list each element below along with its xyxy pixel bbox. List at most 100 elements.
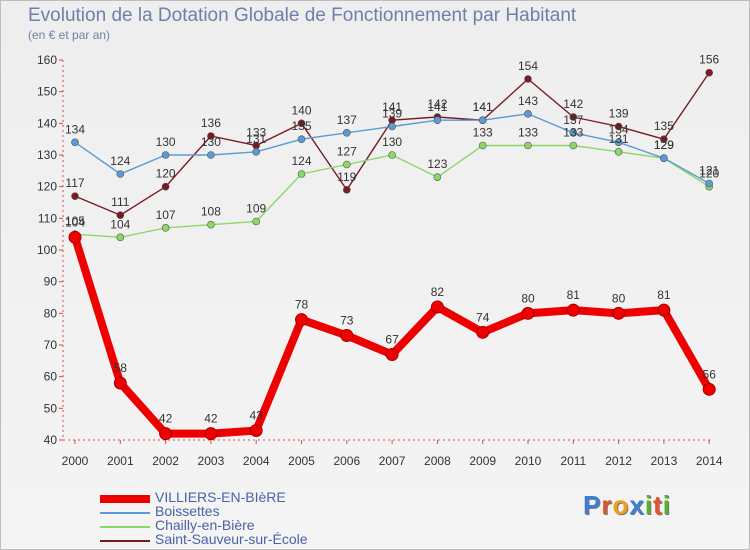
x-tick-label: 2003 [198, 454, 225, 468]
data-point [71, 192, 79, 200]
data-point [524, 75, 532, 83]
data-label: 139 [609, 107, 629, 121]
x-tick-label: 2014 [696, 454, 723, 468]
data-label: 104 [110, 217, 130, 231]
y-tick-label: 140 [37, 116, 57, 130]
data-point [252, 217, 261, 226]
x-tick-label: 2001 [107, 454, 134, 468]
data-point [342, 186, 351, 194]
series-3 [71, 68, 714, 219]
data-label: 130 [382, 135, 402, 149]
data-label: 130 [201, 135, 221, 149]
x-tick-label: 2000 [62, 454, 89, 468]
data-label: 133 [518, 126, 538, 140]
data-point [113, 376, 127, 390]
data-point [161, 224, 170, 232]
data-point [478, 141, 487, 150]
x-tick-label: 2010 [515, 454, 542, 468]
data-label: 135 [291, 119, 311, 133]
data-point [657, 303, 671, 317]
legend-swatch [100, 540, 150, 542]
y-tick-label: 50 [44, 401, 58, 415]
data-label: 120 [699, 167, 719, 181]
data-label: 80 [612, 291, 626, 305]
data-point [68, 230, 82, 244]
legend-swatch [100, 495, 150, 503]
data-label: 56 [703, 367, 717, 381]
data-label: 81 [567, 288, 581, 302]
data-point [342, 160, 351, 169]
data-label: 137 [563, 113, 583, 127]
data-label: 142 [563, 97, 583, 111]
data-label: 67 [385, 333, 399, 347]
data-point [614, 122, 623, 131]
x-tick-label: 2011 [560, 454, 586, 468]
y-tick-label: 90 [44, 275, 58, 289]
proxiti-logo: Proxiti [583, 490, 671, 521]
data-point [71, 138, 79, 147]
data-point [342, 129, 351, 137]
chart-title: Evolution de la Dotation Globale de Fonc… [28, 5, 577, 26]
data-label: 74 [476, 310, 490, 324]
data-point [705, 68, 714, 77]
data-point [521, 306, 535, 320]
data-label: 111 [111, 195, 130, 209]
data-label: 109 [246, 202, 266, 216]
data-point [116, 211, 125, 219]
data-label: 129 [654, 138, 674, 152]
data-label: 143 [518, 94, 538, 108]
data-point [297, 170, 306, 178]
data-point [612, 306, 626, 320]
logo-letter: o [612, 490, 630, 520]
data-label: 58 [114, 361, 128, 375]
data-label: 42 [204, 412, 218, 426]
y-tick-label: 160 [37, 53, 57, 67]
data-point [340, 329, 354, 342]
data-point [204, 427, 218, 441]
legend-label: Chailly-en-Bière [155, 517, 255, 533]
data-label: 43 [250, 409, 264, 423]
x-tick-label: 2005 [288, 454, 315, 468]
data-label: 120 [156, 167, 176, 181]
data-point [297, 135, 306, 143]
data-point [614, 138, 623, 147]
data-label: 82 [431, 285, 445, 299]
y-tick-label: 150 [37, 85, 57, 99]
data-label: 105 [65, 214, 85, 228]
data-label: 141 [382, 100, 402, 114]
data-point [161, 182, 170, 191]
data-point [295, 313, 308, 327]
legend-label: Saint-Sauveur-sur-École [155, 531, 308, 547]
data-label: 42 [159, 412, 173, 426]
data-label: 107 [156, 208, 176, 222]
y-tick-label: 110 [38, 211, 57, 225]
data-point [116, 233, 125, 242]
y-tick-label: 80 [44, 306, 58, 320]
x-tick-label: 2002 [152, 454, 179, 468]
y-tick-label: 60 [44, 370, 58, 384]
data-point [660, 154, 668, 162]
data-label: 135 [654, 119, 674, 133]
data-label: 80 [521, 291, 535, 305]
legend-label: Boissettes [155, 503, 220, 519]
data-point [388, 122, 396, 131]
data-point [524, 141, 532, 150]
data-label: 134 [65, 122, 85, 136]
data-point [433, 173, 442, 181]
data-point [207, 220, 215, 229]
data-label: 139 [382, 107, 402, 121]
data-point [705, 179, 714, 188]
data-label: 130 [156, 135, 176, 149]
x-tick-label: 2008 [424, 454, 451, 468]
data-point [207, 132, 215, 140]
series-layer [68, 68, 716, 441]
y-tick-label: 120 [37, 180, 57, 194]
data-point [161, 151, 170, 159]
data-label: 104 [65, 215, 85, 229]
data-label: 129 [654, 138, 674, 152]
data-point [702, 382, 716, 396]
y-tick-label: 40 [44, 433, 58, 447]
x-tick-label: 2012 [605, 454, 632, 468]
